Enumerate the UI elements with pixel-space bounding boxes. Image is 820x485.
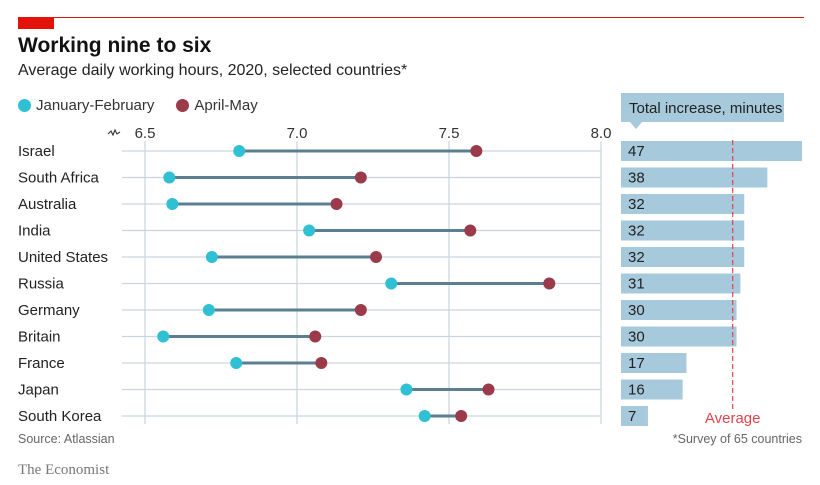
increase-bar	[621, 406, 648, 426]
legend-swatch-apr-may	[176, 99, 190, 112]
point-jan-feb	[230, 357, 243, 369]
x-tick-label: 7.5	[439, 125, 460, 142]
x-tick-label: 8.0	[591, 125, 612, 142]
legend-item-jan-feb: January-February	[18, 97, 154, 114]
point-apr-may	[470, 145, 483, 157]
category-label: Britain	[18, 329, 61, 346]
point-apr-may	[455, 410, 468, 422]
chart-title: Working nine to six	[18, 34, 212, 57]
point-jan-feb	[163, 171, 176, 184]
increase-bar-label: 17	[628, 355, 645, 372]
category-label: Australia	[18, 196, 77, 213]
increase-bar	[621, 141, 802, 161]
point-apr-may	[370, 251, 383, 263]
increase-bar-label: 30	[628, 302, 645, 319]
x-tick-label: 7.0	[287, 125, 308, 142]
point-jan-feb	[233, 145, 246, 157]
increase-bar	[621, 300, 737, 320]
category-label: Russia	[18, 276, 65, 293]
source-note: Source: Atlassian	[18, 432, 115, 446]
category-label: India	[18, 223, 51, 240]
point-apr-may	[309, 330, 322, 343]
increase-bar	[621, 220, 745, 241]
category-label: Israel	[18, 143, 55, 160]
legend-label-jan-feb: January-February	[36, 97, 155, 114]
axis-break-icon	[107, 128, 121, 137]
point-jan-feb	[400, 383, 413, 396]
point-jan-feb	[385, 277, 398, 290]
point-jan-feb	[418, 410, 431, 422]
category-label: France	[18, 355, 65, 372]
point-apr-may	[464, 224, 477, 237]
increase-bar-label: 16	[628, 382, 645, 399]
increase-bar	[621, 353, 687, 373]
point-apr-may	[315, 357, 328, 369]
point-apr-may	[543, 277, 556, 290]
increase-bar-label: 38	[628, 170, 645, 187]
category-label: Germany	[18, 302, 80, 319]
brand-logo: The Economist	[18, 462, 110, 478]
point-jan-feb	[157, 330, 170, 343]
legend-label-apr-may: April-May	[194, 97, 258, 114]
category-label: South Africa	[18, 170, 100, 187]
increase-bar-label: 31	[628, 276, 645, 293]
increase-bar	[621, 273, 741, 294]
category-label: South Korea	[18, 408, 102, 425]
bar-panel-header-box	[621, 93, 784, 122]
increase-bar-label: 32	[628, 196, 645, 213]
increase-bar	[621, 247, 745, 267]
category-label: Japan	[18, 382, 59, 399]
increase-bar	[621, 167, 768, 188]
increase-bar	[621, 379, 683, 400]
brand-red-block	[18, 17, 54, 29]
top-rule	[18, 17, 804, 18]
point-apr-may	[354, 304, 367, 316]
increase-bar	[621, 194, 745, 214]
point-apr-may	[482, 383, 495, 396]
legend-swatch-jan-feb	[18, 99, 31, 112]
average-label: Average	[705, 410, 761, 427]
point-apr-may	[354, 171, 367, 184]
increase-bar-label: 30	[628, 329, 645, 346]
increase-bar-label: 7	[628, 408, 636, 425]
point-jan-feb	[202, 304, 215, 316]
increase-bar-label: 32	[628, 249, 645, 266]
chart-subtitle: Average daily working hours, 2020, selec…	[18, 62, 408, 79]
category-label: United States	[18, 249, 108, 266]
point-apr-may	[330, 198, 343, 210]
point-jan-feb	[205, 251, 218, 263]
point-jan-feb	[303, 224, 316, 237]
footnote: *Survey of 65 countries	[672, 432, 802, 446]
x-tick-label: 6.5	[135, 125, 156, 142]
bar-panel-title: Total increase, minutes	[629, 100, 782, 117]
increase-bar-label: 32	[628, 223, 645, 240]
legend: January-February April-May	[18, 97, 280, 114]
bar-panel-header-pointer	[630, 122, 642, 129]
increase-bar-label: 47	[628, 143, 645, 160]
increase-bar	[621, 326, 737, 347]
legend-item-apr-may: April-May	[176, 97, 258, 114]
point-jan-feb	[166, 198, 179, 210]
